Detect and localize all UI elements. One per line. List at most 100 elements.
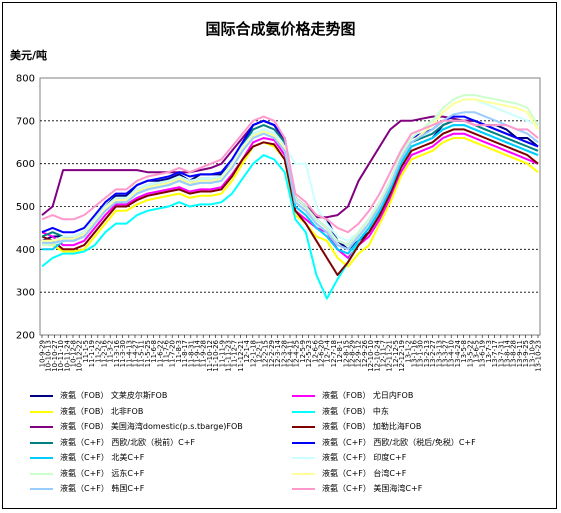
x-tick-label: 12-12-19 xyxy=(398,340,406,372)
x-tick-label: 11-3-16 xyxy=(113,339,121,367)
legend-swatch xyxy=(292,457,315,459)
x-tick-label: 11-9-28 xyxy=(200,340,208,367)
legend-label: 液氨（FOB） 中东 xyxy=(322,406,389,416)
x-tick-label: 11-5-11 xyxy=(138,340,146,367)
x-tick-label: 12-2-1 xyxy=(256,340,264,363)
x-tick-label: 13-4-10 xyxy=(448,340,456,367)
x-tick-label: 13-2-27 xyxy=(429,340,437,367)
legend-swatch xyxy=(292,395,315,397)
x-tick-label: 10-11-24 xyxy=(63,339,71,371)
x-tick-label: 13-1-2 xyxy=(404,340,412,363)
x-tick-label: 11-9-14 xyxy=(194,339,202,367)
x-tick-label: 11-8-31 xyxy=(187,340,195,367)
x-tick-label: 12-10-10 xyxy=(367,340,375,372)
x-tick-label: 12-9-26 xyxy=(361,339,369,367)
x-tick-label: 13-5-8 xyxy=(460,340,468,363)
x-tick-label: 11-3-2 xyxy=(107,340,115,363)
x-tick-label: 12-8-29 xyxy=(349,340,357,367)
x-tick-label: 13-3-13 xyxy=(435,340,443,367)
legend-swatch xyxy=(30,395,53,397)
x-tick-label: 10-9-29 xyxy=(39,340,47,367)
x-tick-label: 12-12-5 xyxy=(392,340,400,367)
x-tick-label: 13-10-23 xyxy=(535,340,543,372)
legend-swatch xyxy=(30,410,53,413)
x-tick-label: 12-9-12 xyxy=(355,340,363,367)
x-tick-label: 12-1-4 xyxy=(243,339,251,362)
x-tick-label: 13-6-5 xyxy=(473,340,481,363)
chart-frame xyxy=(2,2,557,509)
y-tick-label: 600 xyxy=(16,159,35,170)
legend-swatch xyxy=(292,472,315,475)
x-tick-label: 10-10-13 xyxy=(45,340,53,372)
x-tick-label: 11-10-26 xyxy=(212,339,220,371)
x-tick-label: 12-11-21 xyxy=(386,340,394,372)
legend-label: 液氨（FOB） 北非FOB xyxy=(60,406,144,416)
legend-label: 液氨（C+F） 北美C+F xyxy=(60,453,145,462)
x-tick-label: 12-8-1 xyxy=(336,340,344,363)
x-tick-label: 11-7-20 xyxy=(169,340,177,367)
x-tick-label: 11-6-22 xyxy=(156,340,164,367)
x-tick-label: 13-2-13 xyxy=(423,340,431,367)
x-tick-label: 13-10-9 xyxy=(528,340,536,367)
x-tick-label: 13-7-17 xyxy=(491,340,499,367)
legend-label: 液氨（C+F） 西欧/北欧（税后/免税）C+F xyxy=(322,437,476,447)
x-tick-label: 12-1-18 xyxy=(249,340,257,367)
legend-swatch xyxy=(30,426,53,428)
legend-label: 液氨（FOB） 美国海湾domestic(p.s.tbarge)FOB xyxy=(60,422,243,431)
x-tick-label: 10-11-10 xyxy=(57,340,65,372)
legend-swatch xyxy=(30,472,53,475)
x-tick-label: 11-1-19 xyxy=(88,340,96,367)
x-tick-label: 12-10-24 xyxy=(373,339,381,371)
legend-label: 液氨（FOB） 尤日内FOB xyxy=(322,391,414,400)
x-tick-label: 11-8-3 xyxy=(175,340,183,363)
x-tick-label: 12-7-4 xyxy=(324,339,332,362)
x-tick-label: 11-10-12 xyxy=(206,340,214,372)
x-tick-label: 11-4-13 xyxy=(125,340,133,367)
legend-swatch xyxy=(292,488,315,490)
x-tick-label: 11-3-30 xyxy=(119,340,127,367)
x-tick-label: 11-11-9 xyxy=(218,340,226,367)
legend-label: 液氨（FOB） 加勒比海FOB xyxy=(322,422,422,431)
x-tick-label: 10-10-27 xyxy=(51,340,59,372)
y-tick-label: 200 xyxy=(16,331,35,342)
x-tick-label: 13-1-16 xyxy=(411,339,419,367)
x-tick-label: 13-6-19 xyxy=(479,340,487,367)
x-tick-label: 11-12-7 xyxy=(231,340,239,367)
x-tick-label: 12-3-14 xyxy=(274,339,282,367)
legend-label: 液氨（C+F） 美国海湾C+F xyxy=(322,484,423,493)
x-tick-label: 12-4-11 xyxy=(287,340,295,367)
y-tick-label: 400 xyxy=(16,245,35,256)
x-tick-label: 11-5-25 xyxy=(144,340,152,367)
x-tick-label: 13-3-27 xyxy=(442,340,450,367)
x-tick-label: 11-7-6 xyxy=(163,339,171,362)
x-tick-label: 13-8-14 xyxy=(504,339,512,367)
legend-swatch xyxy=(30,441,53,444)
x-tick-label: 12-6-6 xyxy=(311,339,319,362)
x-tick-label: 13-7-3 xyxy=(485,340,493,363)
y-tick-label: 800 xyxy=(16,74,35,85)
series-line-4 xyxy=(41,124,539,300)
x-tick-label: 10-12-8 xyxy=(70,340,78,367)
x-tick-label: 10-12-22 xyxy=(76,340,84,372)
legend-swatch xyxy=(30,457,53,459)
x-tick-label: 13-7-31 xyxy=(497,340,505,367)
legend-label: 液氨（C+F） 韩国C+F xyxy=(60,484,145,493)
x-tick-label: 13-4-24 xyxy=(454,339,462,367)
x-tick-label: 11-12-21 xyxy=(237,340,245,372)
y-tick-label: 300 xyxy=(16,288,35,299)
x-tick-label: 11-2-2 xyxy=(94,340,102,363)
series-line-14 xyxy=(41,115,539,234)
x-tick-label: 12-6-20 xyxy=(318,340,326,367)
x-tick-label: 13-1-30 xyxy=(417,340,425,367)
x-tick-label: 12-5-9 xyxy=(299,340,307,363)
x-tick-label: 12-2-15 xyxy=(262,340,270,367)
legend-swatch xyxy=(292,410,315,413)
x-tick-label: 12-7-18 xyxy=(330,340,338,367)
x-tick-label: 11-8-17 xyxy=(181,340,189,367)
legend-swatch xyxy=(292,441,315,444)
x-tick-label: 11-2-16 xyxy=(101,339,109,367)
y-tick-label: 500 xyxy=(16,202,35,213)
legend-label: 液氨（C+F） 台湾C+F xyxy=(322,468,407,478)
x-tick-label: 12-11-7 xyxy=(380,340,388,367)
x-tick-label: 13-5-22 xyxy=(466,340,474,367)
